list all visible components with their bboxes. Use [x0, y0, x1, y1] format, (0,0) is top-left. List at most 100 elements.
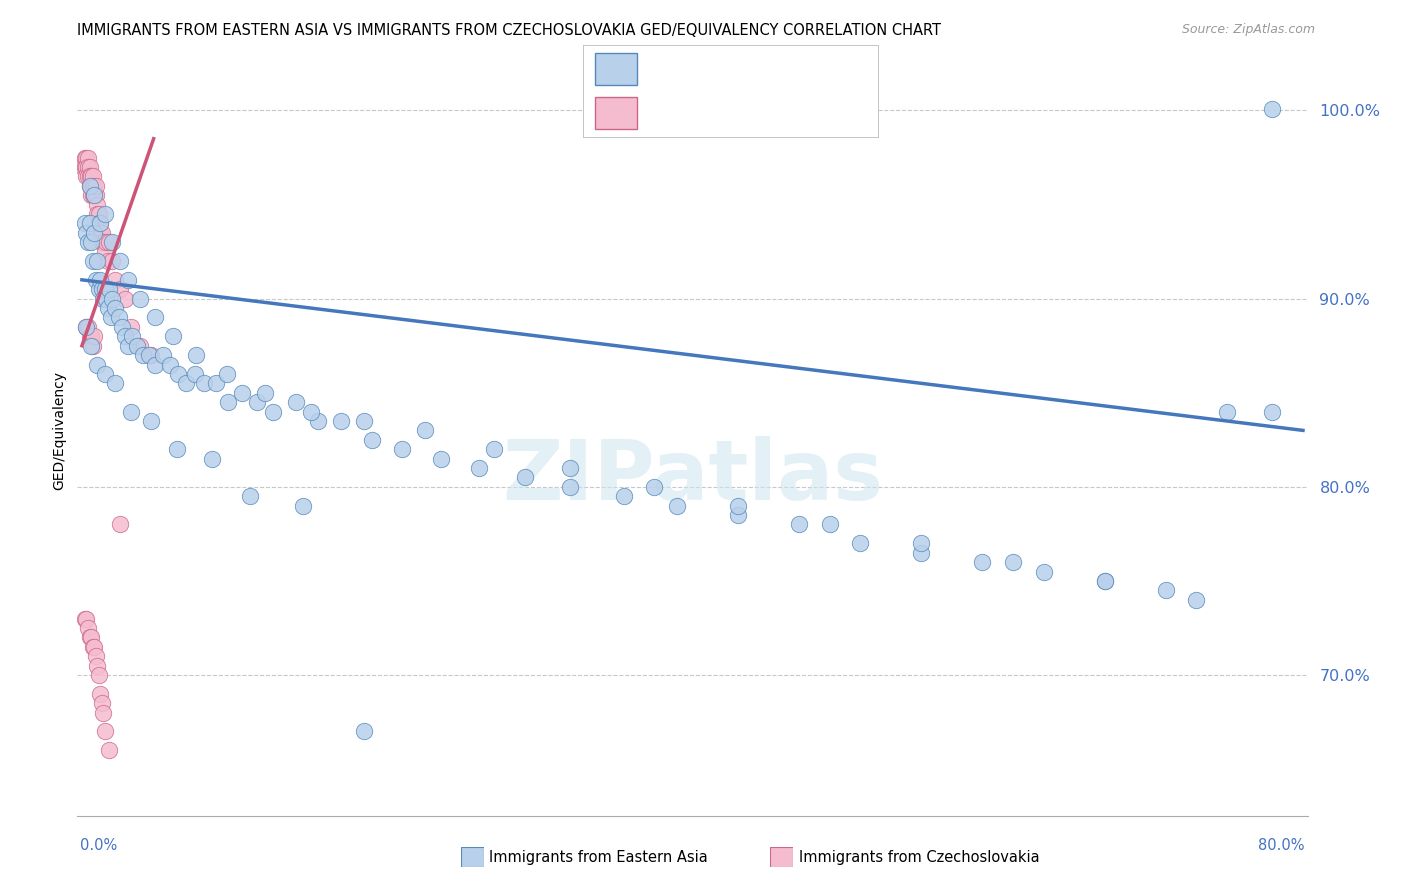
Point: [513, 470, 536, 484]
Point: [284, 395, 307, 409]
Point: [91, 235, 114, 250]
Point: [96, 292, 118, 306]
Point: [217, 395, 239, 409]
Point: [849, 536, 872, 550]
Point: [129, 292, 152, 306]
Point: [100, 310, 122, 325]
Point: [96, 235, 118, 250]
Point: [353, 414, 375, 428]
Text: -0.191: -0.191: [693, 60, 752, 78]
Point: [80, 631, 103, 645]
Point: [114, 292, 136, 306]
Point: [84, 649, 107, 664]
Point: [254, 385, 277, 400]
Point: [1094, 574, 1116, 588]
Point: [73, 151, 96, 165]
Point: [1185, 592, 1208, 607]
Point: [120, 319, 142, 334]
Point: [89, 226, 111, 240]
Point: [77, 235, 100, 250]
Point: [121, 329, 143, 343]
Point: [89, 216, 111, 230]
Point: [201, 451, 224, 466]
Point: [215, 367, 238, 381]
FancyBboxPatch shape: [583, 45, 879, 138]
Point: [246, 395, 269, 409]
Text: ZIPatlas: ZIPatlas: [502, 436, 883, 517]
Point: [727, 508, 749, 522]
Point: [910, 536, 932, 550]
Point: [84, 273, 107, 287]
Point: [117, 339, 139, 353]
Point: [94, 207, 117, 221]
Point: [73, 611, 96, 625]
Point: [239, 489, 262, 503]
Point: [79, 178, 101, 193]
Point: [101, 292, 124, 306]
Point: [87, 282, 110, 296]
Point: [138, 348, 160, 362]
Point: [166, 442, 188, 457]
Point: [87, 668, 110, 682]
Point: [299, 404, 322, 418]
Point: [79, 329, 101, 343]
Point: [90, 696, 112, 710]
Point: [79, 216, 101, 230]
Point: [80, 188, 103, 202]
Text: N =: N =: [765, 104, 801, 122]
Text: R =: R =: [648, 104, 685, 122]
Point: [82, 339, 104, 353]
Point: [89, 216, 111, 230]
Point: [1261, 404, 1284, 418]
Point: [110, 319, 132, 334]
Point: [330, 414, 353, 428]
Text: Immigrants from Eastern Asia: Immigrants from Eastern Asia: [489, 850, 709, 864]
Point: [77, 169, 100, 184]
Text: 0.290: 0.290: [693, 104, 745, 122]
Point: [97, 254, 120, 268]
Point: [84, 188, 107, 202]
Point: [1154, 583, 1177, 598]
Point: [231, 385, 253, 400]
Point: [117, 273, 139, 287]
Point: [87, 207, 110, 221]
Point: [361, 433, 384, 447]
Point: [89, 273, 111, 287]
Point: [468, 461, 491, 475]
Point: [86, 207, 108, 221]
Point: [83, 226, 105, 240]
Point: [910, 546, 932, 560]
Point: [91, 706, 114, 720]
Point: [89, 687, 111, 701]
Point: [77, 160, 100, 174]
Point: [186, 348, 208, 362]
Point: [86, 358, 108, 372]
Point: [101, 235, 124, 250]
Point: [98, 282, 121, 296]
Text: 0.0%: 0.0%: [80, 838, 117, 853]
Point: [77, 151, 100, 165]
Point: [143, 358, 166, 372]
Point: [90, 226, 112, 240]
Point: [86, 658, 108, 673]
Point: [167, 367, 190, 381]
Point: [91, 292, 114, 306]
Point: [77, 621, 100, 635]
Point: [76, 151, 98, 165]
Point: [76, 160, 98, 174]
Point: [73, 216, 96, 230]
Point: [104, 301, 127, 315]
Point: [104, 273, 127, 287]
Point: [613, 489, 636, 503]
Point: [94, 367, 117, 381]
Point: [72, 160, 94, 174]
Point: [415, 424, 437, 438]
Point: [129, 339, 152, 353]
Text: 98: 98: [808, 60, 831, 78]
Point: [76, 611, 98, 625]
Point: [108, 254, 131, 268]
Text: Source: ZipAtlas.com: Source: ZipAtlas.com: [1181, 23, 1315, 37]
Text: Immigrants from Czechoslovakia: Immigrants from Czechoslovakia: [799, 850, 1039, 864]
Point: [107, 310, 129, 325]
Point: [560, 461, 582, 475]
